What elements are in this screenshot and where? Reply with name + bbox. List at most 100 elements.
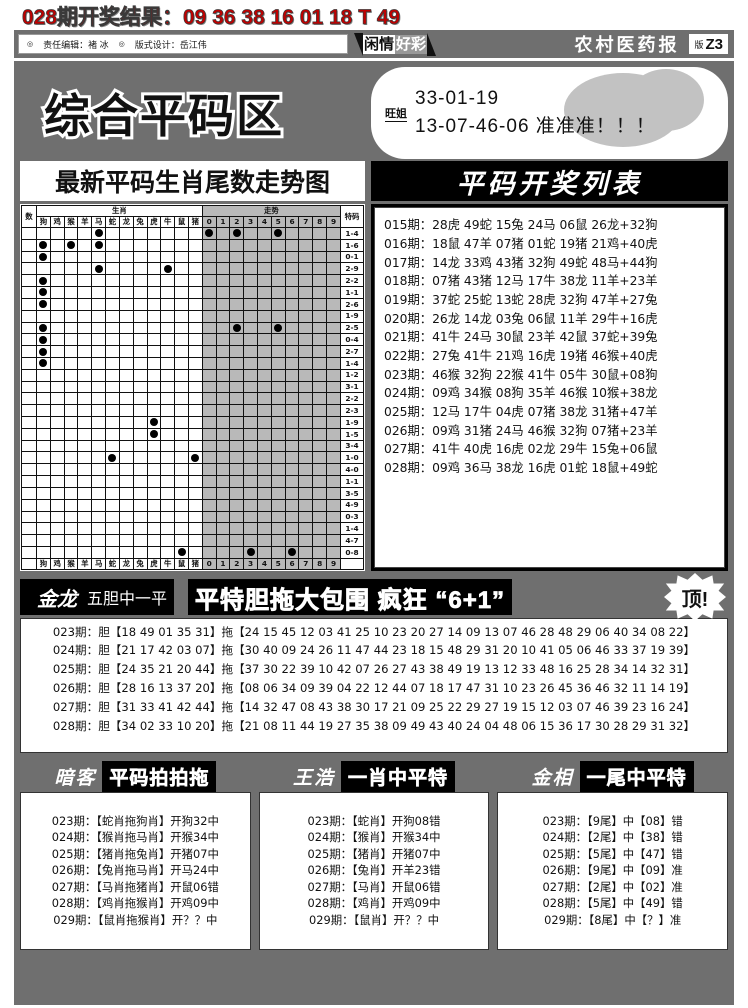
trend-empty-cell [270, 392, 286, 406]
bullet-icon: ◎ [118, 41, 125, 48]
trend-digit-col-0: 0 [201, 216, 217, 228]
trend-empty-cell [326, 286, 341, 299]
bottom-column-line: 024期：【2尾】中【38】错 [542, 830, 683, 845]
mid-banner-tag-2: 平特胆拖大包围 疯狂 “6+1” [188, 579, 513, 615]
newspaper-name: 农村医药报 [574, 35, 680, 56]
mid-banner-tag-1: 五胆中一平 [87, 591, 168, 608]
trend-digit-col-4: 4 [257, 558, 272, 570]
draw-list-item: 028期：09鸡 36马 38龙 16虎 01蛇 18鼠+49蛇 [384, 460, 658, 475]
trend-empty-cell [229, 250, 245, 264]
trend-empty-cell [77, 463, 93, 477]
trend-empty-cell [312, 333, 328, 347]
trend-empty-cell [160, 321, 176, 335]
trend-empty-cell [257, 510, 272, 524]
trend-row-count [21, 416, 37, 429]
trend-empty-cell [312, 321, 328, 335]
trend-empty-cell [63, 345, 79, 358]
bottom-column-author: 金相 [531, 766, 574, 789]
trend-row: 3-5 [21, 486, 364, 500]
trend-empty-cell [146, 463, 162, 477]
trend-empty-cell [326, 475, 341, 488]
trend-empty-cell [160, 345, 176, 358]
trend-empty-cell [201, 475, 217, 488]
trend-empty-cell [63, 510, 79, 524]
trend-empty-cell [326, 486, 341, 500]
trend-empty-cell [312, 439, 328, 453]
trend-row: 2-2 [21, 274, 364, 288]
trend-row-count [21, 427, 37, 441]
trend-empty-cell [284, 227, 300, 240]
trend-empty-cell [298, 510, 314, 524]
trend-zodiac-col-5: 蛇 [105, 558, 120, 570]
trend-digit-col-7: 7 [298, 558, 314, 570]
trend-empty-cell [77, 333, 93, 347]
trend-empty-cell [187, 475, 203, 488]
lottery-result-headline: 028期开奖结果：09 36 38 16 01 18 T 49 [22, 6, 401, 30]
trend-dot-marker [229, 227, 245, 240]
trend-dot-marker [201, 227, 217, 240]
trend-empty-cell [201, 250, 217, 264]
trend-empty-cell [160, 250, 176, 264]
trend-empty-cell [77, 227, 93, 240]
trend-empty-cell [105, 486, 120, 500]
draw-list-item: 022期：27兔 41牛 21鸡 16虎 19猪 46猴+40虎 [384, 348, 658, 363]
trend-empty-cell [243, 439, 258, 453]
trend-empty-cell [270, 486, 286, 500]
trend-empty-cell [201, 451, 217, 465]
trend-zodiac-col-5: 蛇 [105, 216, 120, 228]
trend-empty-cell [36, 380, 51, 394]
trend-empty-cell [298, 345, 314, 358]
trend-empty-cell [118, 475, 134, 488]
trend-empty-cell [36, 392, 51, 406]
trend-empty-cell [174, 321, 189, 335]
trend-empty-cell [105, 439, 120, 453]
trend-empty-cell [270, 333, 286, 347]
trend-empty-cell [36, 368, 51, 382]
trend-empty-cell [118, 321, 134, 335]
trend-empty-cell [298, 404, 314, 417]
trend-row-count [21, 392, 37, 406]
trend-empty-cell [215, 451, 231, 465]
trend-row: 2-7 [21, 345, 364, 358]
trend-empty-cell [229, 510, 245, 524]
trend-empty-cell [132, 404, 148, 417]
trend-empty-cell [257, 416, 272, 429]
trend-empty-cell [201, 356, 217, 370]
bottom-column-line: 029期：【鼠肖】开？？中 [309, 913, 439, 928]
trend-empty-cell [215, 475, 231, 488]
trend-empty-cell [49, 522, 65, 536]
trend-empty-cell [215, 486, 231, 500]
trend-empty-cell [91, 368, 107, 382]
trend-empty-cell [243, 475, 258, 488]
trend-empty-cell [132, 498, 148, 512]
trend-empty-cell [298, 534, 314, 547]
trend-empty-cell [49, 404, 65, 417]
trend-empty-cell [284, 309, 300, 323]
trend-empty-cell [215, 356, 231, 370]
trend-empty-cell [36, 545, 51, 560]
trend-digit-col-2: 2 [229, 216, 245, 228]
burst-badge: 顶! [664, 573, 726, 621]
trend-empty-cell [201, 262, 217, 276]
trend-empty-cell [326, 380, 341, 394]
trend-digit-col-6: 6 [284, 558, 300, 570]
trend-empty-cell [132, 297, 148, 311]
trend-empty-cell [174, 286, 189, 299]
trend-empty-cell [243, 427, 258, 441]
trend-empty-cell [312, 238, 328, 252]
trend-empty-cell [77, 416, 93, 429]
trend-empty-cell [132, 510, 148, 524]
trend-empty-cell [229, 475, 245, 488]
trend-zodiac-col-3: 羊 [77, 558, 93, 570]
trend-empty-cell [160, 309, 176, 323]
trend-empty-cell [174, 498, 189, 512]
logo-slash-left-icon [354, 32, 363, 56]
design-credit: 版式设计：岳江伟 [134, 39, 207, 50]
trend-empty-cell [187, 392, 203, 406]
bottom-column-line: 029期：【8尾】中【？】准 [544, 913, 682, 928]
trend-empty-cell [49, 333, 65, 347]
trend-empty-cell [187, 321, 203, 335]
trend-empty-cell [201, 392, 217, 406]
bullet-icon: ◎ [27, 41, 34, 48]
trend-digit-col-4: 4 [257, 216, 272, 228]
